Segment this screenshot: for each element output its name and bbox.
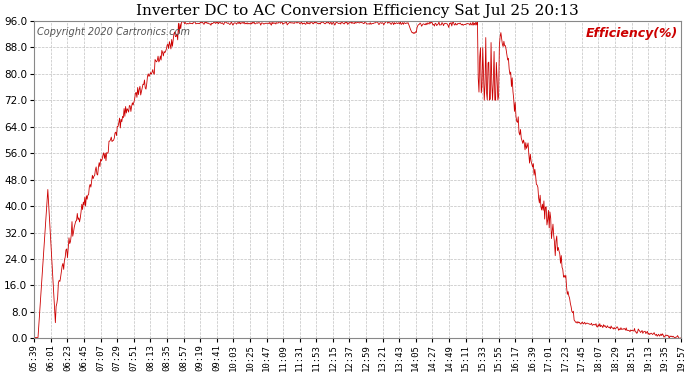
Title: Inverter DC to AC Conversion Efficiency Sat Jul 25 20:13: Inverter DC to AC Conversion Efficiency …: [137, 4, 579, 18]
Text: Copyright 2020 Cartronics.com: Copyright 2020 Cartronics.com: [37, 27, 190, 37]
Text: Efficiency(%): Efficiency(%): [586, 27, 678, 40]
